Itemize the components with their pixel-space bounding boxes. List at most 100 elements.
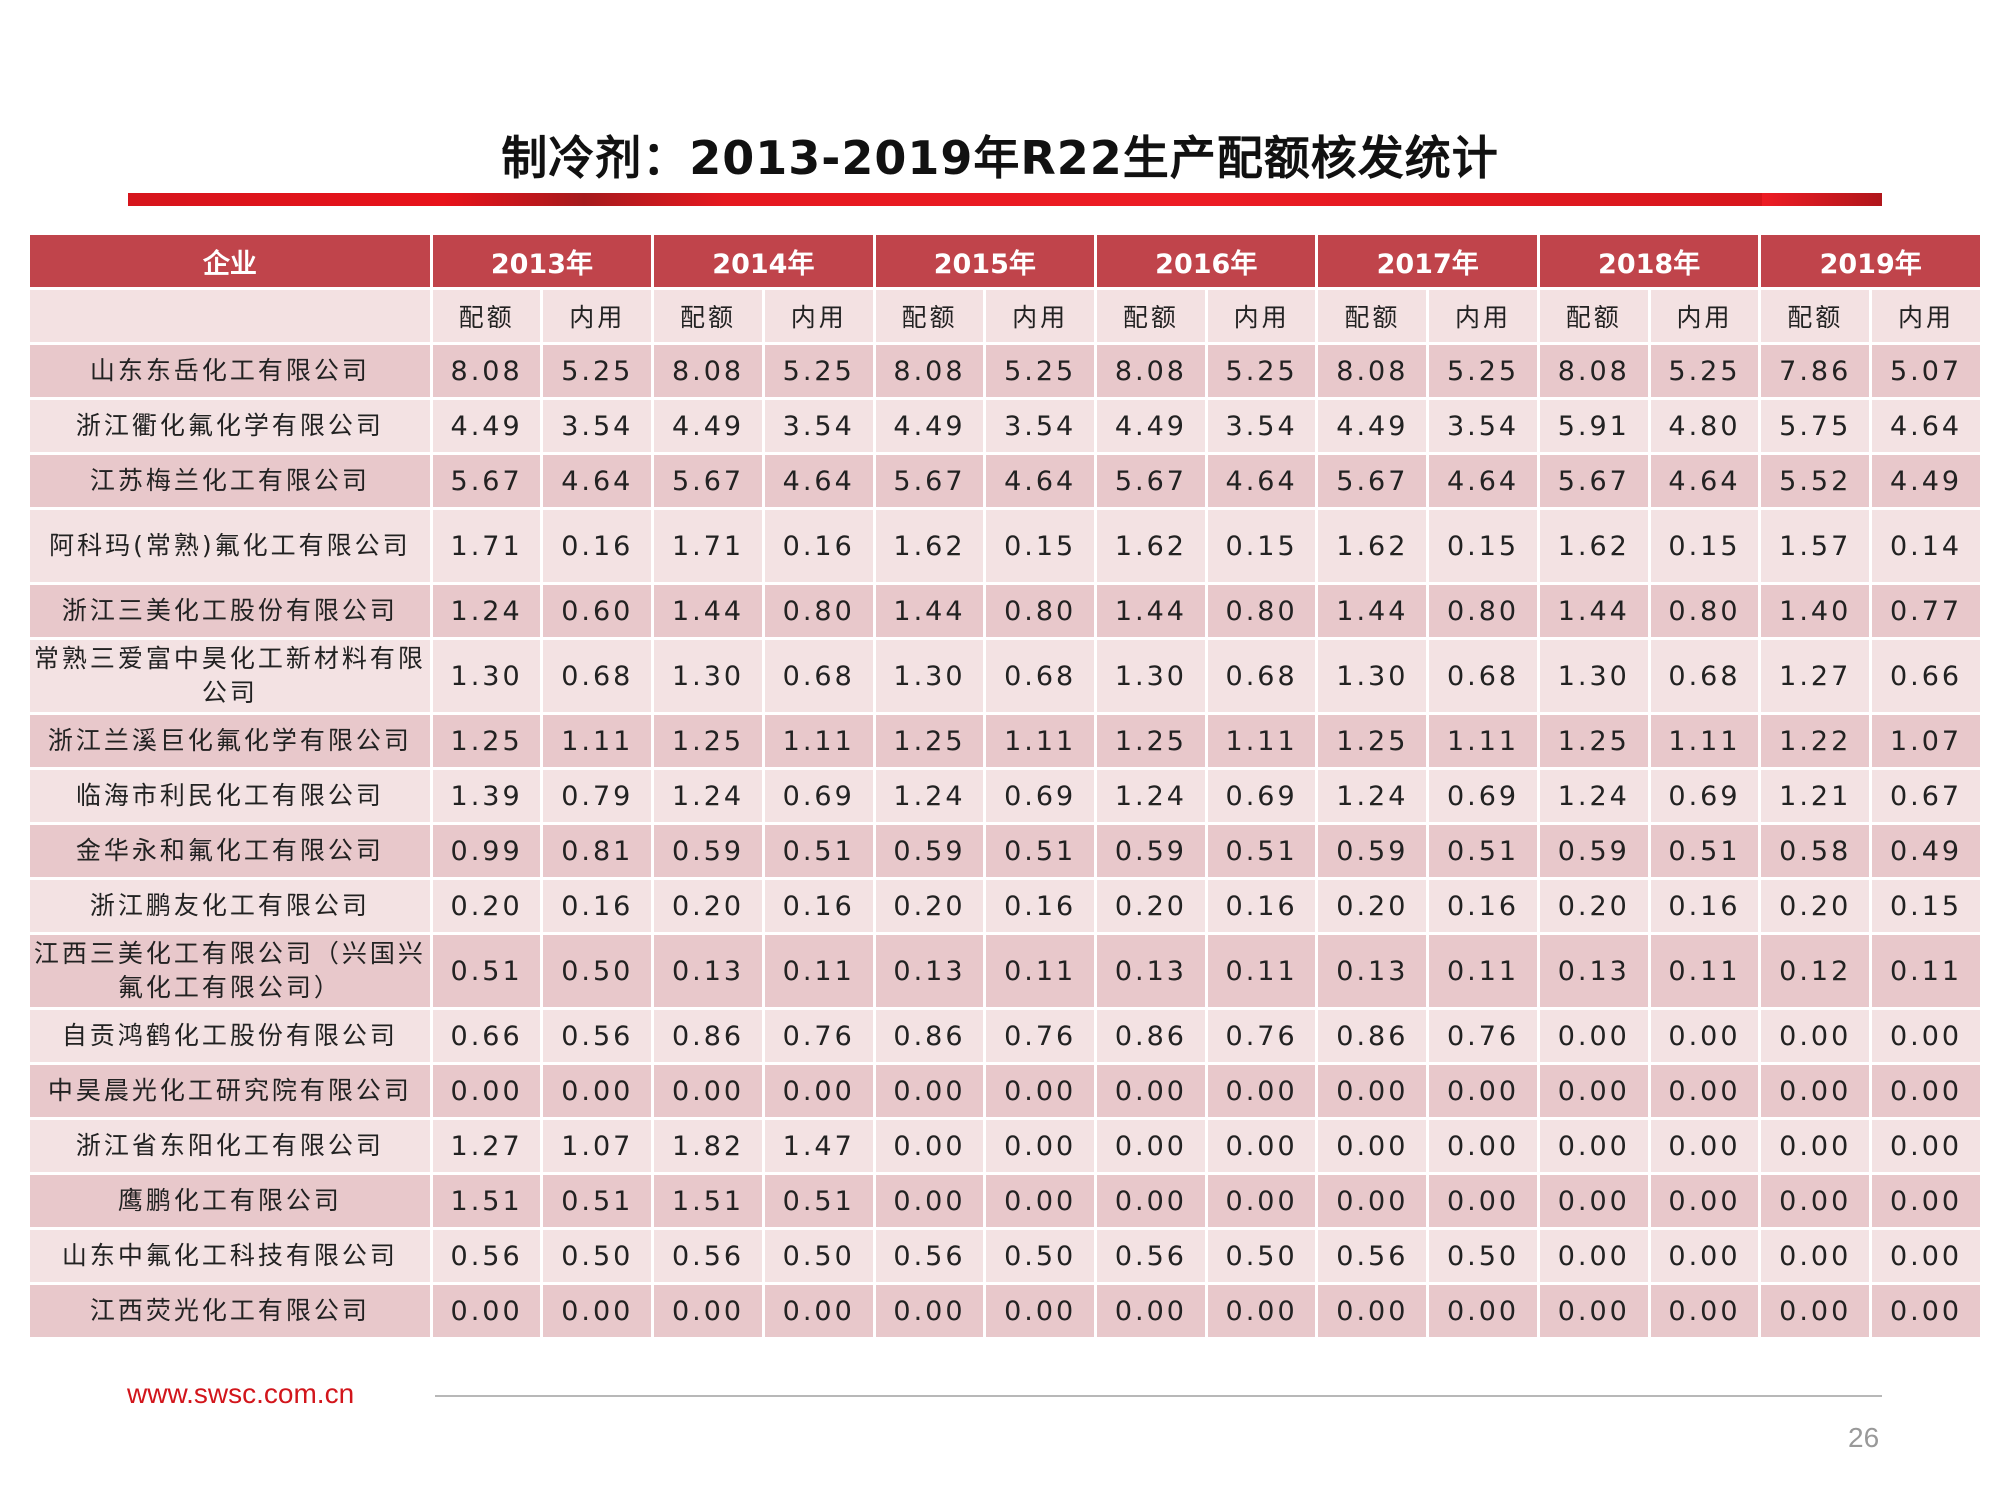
quota-value-cell: 0.20 (1318, 880, 1427, 932)
quota-value-cell: 0.00 (875, 1065, 984, 1117)
internal-use-value-cell: 0.15 (1429, 510, 1537, 582)
internal-use-value-cell: 0.60 (543, 585, 652, 637)
quota-value-cell: 0.51 (432, 935, 541, 1007)
internal-use-value-cell: 0.11 (1207, 935, 1316, 1007)
subheader-internal-use: 内用 (1650, 290, 1759, 342)
internal-use-value-cell: 0.51 (1429, 825, 1537, 877)
quota-value-cell: 1.71 (654, 510, 762, 582)
internal-use-value-cell: 1.11 (1650, 715, 1759, 767)
company-name-cell: 浙江三美化工股份有限公司 (30, 585, 430, 637)
internal-use-value-cell: 0.68 (986, 640, 1095, 712)
internal-use-value-cell: 0.69 (1650, 770, 1759, 822)
table-row: 浙江衢化氟化学有限公司 4.49 3.54 4.49 3.54 4.49 3.54 4.49 3… (30, 400, 1980, 452)
subheader-internal-use: 内用 (986, 290, 1095, 342)
internal-use-value-cell: 0.69 (764, 770, 873, 822)
quota-value-cell: 0.56 (875, 1230, 984, 1282)
internal-use-value-cell: 0.69 (1207, 770, 1316, 822)
table-header-row: 企业 2013年 2014年 2015年 2016年 2017年 2018年 2… (30, 235, 1980, 287)
internal-use-value-cell: 0.68 (1207, 640, 1316, 712)
internal-use-value-cell: 0.16 (764, 510, 873, 582)
internal-use-value-cell: 0.00 (1650, 1065, 1759, 1117)
internal-use-value-cell: 0.69 (1429, 770, 1537, 822)
quota-value-cell: 0.00 (1539, 1175, 1648, 1227)
table-row: 江西三美化工有限公司（兴国兴氟化工有限公司） 0.51 0.50 0.13 0.11 0.… (30, 935, 1980, 1007)
internal-use-value-cell: 5.25 (986, 345, 1095, 397)
internal-use-value-cell: 0.51 (764, 825, 873, 877)
subheader-quota: 配额 (1318, 290, 1427, 342)
subheader-quota: 配额 (875, 290, 984, 342)
table-row: 浙江三美化工股份有限公司 1.24 0.60 1.44 0.80 1.44 0.80 1.44… (30, 585, 1980, 637)
quota-value-cell: 1.25 (1097, 715, 1205, 767)
table-row: 金华永和氟化工有限公司 0.99 0.81 0.59 0.51 0.59 0.51 0.59 0… (30, 825, 1980, 877)
quota-value-cell: 0.00 (1761, 1175, 1870, 1227)
quota-value-cell: 0.00 (875, 1175, 984, 1227)
quota-value-cell: 4.49 (654, 400, 762, 452)
internal-use-value-cell: 0.68 (1650, 640, 1759, 712)
year-header: 2017年 (1318, 235, 1537, 287)
internal-use-value-cell: 5.25 (1207, 345, 1316, 397)
internal-use-value-cell: 0.00 (1207, 1120, 1316, 1172)
internal-use-value-cell: 5.25 (1429, 345, 1537, 397)
quota-value-cell: 0.00 (1539, 1120, 1648, 1172)
internal-use-value-cell: 4.80 (1650, 400, 1759, 452)
internal-use-value-cell: 0.51 (1207, 825, 1316, 877)
internal-use-value-cell: 0.16 (764, 880, 873, 932)
internal-use-value-cell: 0.00 (986, 1065, 1095, 1117)
quota-value-cell: 1.71 (432, 510, 541, 582)
quota-value-cell: 4.49 (432, 400, 541, 452)
internal-use-value-cell: 4.49 (1872, 455, 1980, 507)
internal-use-value-cell: 0.80 (764, 585, 873, 637)
quota-table: 企业 2013年 2014年 2015年 2016年 2017年 2018年 2… (27, 232, 1983, 1340)
internal-use-value-cell: 0.68 (764, 640, 873, 712)
year-header: 2013年 (432, 235, 652, 287)
quota-value-cell: 0.59 (654, 825, 762, 877)
quota-value-cell: 0.13 (1318, 935, 1427, 1007)
company-name-cell: 临海市利民化工有限公司 (30, 770, 430, 822)
internal-use-value-cell: 0.56 (543, 1010, 652, 1062)
quota-value-cell: 0.00 (1539, 1285, 1648, 1337)
quota-value-cell: 8.08 (875, 345, 984, 397)
table-row: 常熟三爱富中昊化工新材料有限公司 1.30 0.68 1.30 0.68 1.30 0.68… (30, 640, 1980, 712)
quota-value-cell: 0.00 (1097, 1065, 1205, 1117)
quota-value-cell: 1.21 (1761, 770, 1870, 822)
internal-use-value-cell: 4.64 (986, 455, 1095, 507)
internal-use-value-cell: 0.50 (543, 1230, 652, 1282)
internal-use-value-cell: 0.11 (986, 935, 1095, 1007)
company-name-cell: 常熟三爱富中昊化工新材料有限公司 (30, 640, 430, 712)
internal-use-value-cell: 0.51 (543, 1175, 652, 1227)
year-header: 2016年 (1097, 235, 1316, 287)
quota-value-cell: 1.44 (875, 585, 984, 637)
internal-use-value-cell: 0.51 (1650, 825, 1759, 877)
quota-value-cell: 0.56 (1318, 1230, 1427, 1282)
quota-value-cell: 5.67 (875, 455, 984, 507)
quota-value-cell: 0.59 (1318, 825, 1427, 877)
internal-use-value-cell: 0.00 (1429, 1120, 1537, 1172)
internal-use-value-cell: 0.00 (764, 1065, 873, 1117)
quota-value-cell: 1.22 (1761, 715, 1870, 767)
quota-value-cell: 0.20 (654, 880, 762, 932)
quota-value-cell: 4.49 (1318, 400, 1427, 452)
quota-value-cell: 0.20 (432, 880, 541, 932)
internal-use-value-cell: 0.80 (986, 585, 1095, 637)
quota-value-cell: 1.82 (654, 1120, 762, 1172)
internal-use-value-cell: 0.80 (1429, 585, 1537, 637)
quota-value-cell: 8.08 (1097, 345, 1205, 397)
table-row: 鹰鹏化工有限公司 1.51 0.51 1.51 0.51 0.00 0.00 0.00 0.00… (30, 1175, 1980, 1227)
quota-value-cell: 0.00 (432, 1285, 541, 1337)
internal-use-value-cell: 3.54 (543, 400, 652, 452)
table-row: 山东东岳化工有限公司 8.08 5.25 8.08 5.25 8.08 5.25 8.08 5.… (30, 345, 1980, 397)
quota-value-cell: 0.20 (1539, 880, 1648, 932)
quota-value-cell: 1.27 (1761, 640, 1870, 712)
subheader-internal-use: 内用 (764, 290, 873, 342)
quota-value-cell: 0.59 (1539, 825, 1648, 877)
company-name-cell: 浙江衢化氟化学有限公司 (30, 400, 430, 452)
quota-value-cell: 1.24 (875, 770, 984, 822)
quota-value-cell: 0.56 (1097, 1230, 1205, 1282)
quota-value-cell: 0.59 (1097, 825, 1205, 877)
internal-use-value-cell: 0.00 (1429, 1285, 1537, 1337)
internal-use-value-cell: 0.00 (1207, 1175, 1316, 1227)
quota-value-cell: 0.00 (1318, 1175, 1427, 1227)
internal-use-value-cell: 0.16 (986, 880, 1095, 932)
quota-value-cell: 1.62 (1539, 510, 1648, 582)
quota-value-cell: 5.67 (1318, 455, 1427, 507)
